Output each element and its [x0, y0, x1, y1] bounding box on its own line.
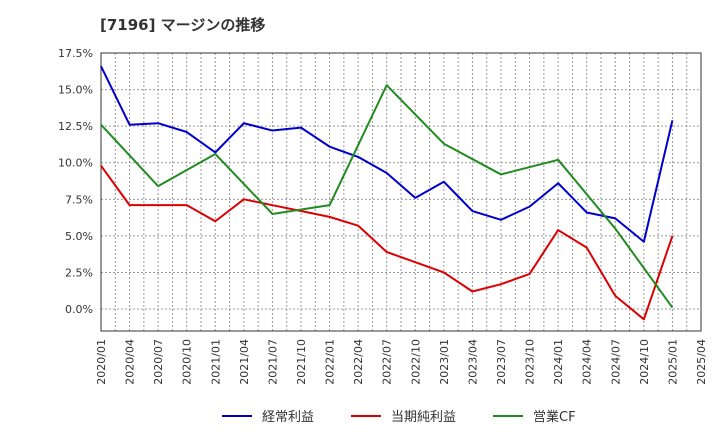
- x-tick-label: 2023/10: [524, 339, 537, 385]
- y-tick-label: 2.5%: [65, 266, 93, 279]
- x-tick-label: 2024/04: [581, 339, 594, 385]
- x-tick-label: 2021/10: [295, 339, 308, 385]
- x-tick-label: 2022/10: [409, 339, 422, 385]
- series-line-当期純利益: [100, 165, 674, 321]
- x-tick-label: 2024/10: [638, 339, 651, 385]
- y-tick-label: 10.0%: [58, 157, 93, 170]
- series-line-営業CF: [100, 84, 674, 309]
- series-line-経常利益: [100, 65, 674, 243]
- chart-title: [7196] マージンの推移: [100, 16, 266, 34]
- x-tick-label: 2025/04: [695, 339, 708, 385]
- legend-label: 当期純利益: [391, 410, 456, 425]
- x-tick-label: 2020/10: [181, 339, 194, 385]
- x-tick-label: 2024/01: [552, 339, 565, 385]
- legend-label: 営業CF: [533, 409, 576, 425]
- x-tick-label: 2020/04: [124, 339, 137, 385]
- y-tick-label: 0.0%: [65, 303, 93, 316]
- legend-label: 経常利益: [262, 410, 314, 425]
- plot-border: [100, 52, 702, 332]
- x-tick-label: 2023/01: [438, 339, 451, 385]
- x-tick-label: 2020/01: [95, 339, 108, 385]
- y-tick-label: 12.5%: [58, 120, 93, 133]
- x-tick-label: 2023/04: [466, 339, 479, 385]
- x-tick-label: 2021/07: [266, 339, 279, 385]
- x-tick-label: 2021/04: [238, 339, 251, 385]
- y-tick-label: 15.0%: [58, 84, 93, 97]
- y-tick-label: 5.0%: [65, 230, 93, 243]
- x-tick-label: 2022/07: [381, 339, 394, 385]
- x-tick-label: 2022/01: [324, 339, 337, 385]
- x-tick-label: 2022/04: [352, 339, 365, 385]
- x-tick-label: 2021/01: [209, 339, 222, 385]
- y-tick-label: 7.5%: [65, 193, 93, 206]
- x-tick-label: 2025/01: [666, 339, 679, 385]
- x-tick-label: 2020/07: [152, 339, 165, 385]
- y-tick-label: 17.5%: [58, 47, 93, 60]
- x-tick-label: 2024/07: [609, 339, 622, 385]
- x-tick-label: 2023/07: [495, 339, 508, 385]
